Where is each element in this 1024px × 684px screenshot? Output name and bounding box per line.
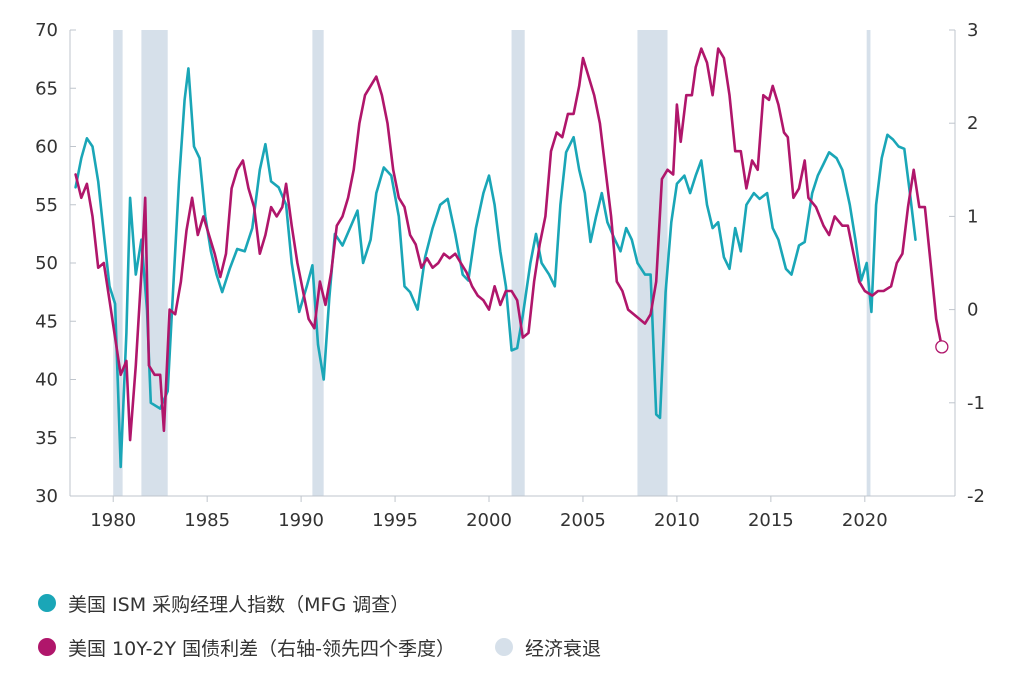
x-tick-2020: 2020: [842, 510, 888, 531]
recession-band-0: [113, 30, 123, 496]
legend-item-ism: 美国 ISM 采购经理人指数（MFG 调查）: [38, 590, 409, 617]
series-line-ism: [74, 67, 917, 469]
y-right-tick--2: -2: [967, 486, 985, 507]
y-left-tick-35: 35: [35, 428, 58, 449]
x-tick-2010: 2010: [654, 510, 700, 531]
chart: 30 35 40 45 50 55 60 65 70 -2 -1 0 1 2 3 1980 1985 1990 19…: [35, 20, 985, 531]
recession-band-4: [637, 30, 668, 496]
legend-label-recession: 经济衰退: [525, 637, 602, 660]
y-left-tick-65: 65: [35, 78, 58, 99]
x-tick-1980: 1980: [90, 510, 136, 531]
y-right-tick-2: 2: [967, 113, 978, 134]
recession-band-5: [866, 30, 871, 496]
series-lines: [74, 47, 949, 469]
y-left-tick-50: 50: [35, 253, 58, 274]
x-tick-2015: 2015: [748, 510, 794, 531]
y-left-tick-45: 45: [35, 311, 58, 332]
x-tick-2000: 2000: [466, 510, 512, 531]
y-left-tick-40: 40: [35, 370, 58, 391]
legend-label-ism: 美国 ISM 采购经理人指数（MFG 调查）: [68, 593, 410, 616]
tick-labels: 30 35 40 45 50 55 60 65 70 -2 -1 0 1 2 3 1980 1985 1990 19…: [35, 20, 985, 531]
y-right-tick-3: 3: [967, 20, 978, 41]
y-left-tick-60: 60: [35, 137, 58, 158]
legend-item-spread: 美国 10Y-2Y 国债利差（右轴-领先四个季度）: [38, 634, 455, 661]
legend-dot-recession: [495, 638, 514, 656]
x-tick-1985: 1985: [184, 510, 230, 531]
y-right-tick-1: 1: [967, 206, 978, 227]
y-right-tick-0: 0: [967, 300, 978, 321]
y-left-tick-55: 55: [35, 195, 58, 216]
y-left-tick-30: 30: [35, 486, 58, 507]
recession-band-3: [511, 30, 525, 496]
end-marker: [935, 340, 949, 354]
x-tick-2005: 2005: [560, 510, 606, 531]
axes: [69, 29, 956, 502]
legend-item-recession: 经济衰退: [495, 634, 601, 661]
recession-bands: [113, 30, 871, 496]
legend-label-spread: 美国 10Y-2Y 国债利差（右轴-领先四个季度）: [68, 637, 456, 660]
recession-band-2: [312, 30, 324, 496]
legend-dot-spread: [38, 638, 56, 656]
series-line-spread: [74, 47, 944, 442]
x-tick-1990: 1990: [278, 510, 324, 531]
y-right-tick--1: -1: [967, 393, 985, 414]
legend: 美国 ISM 采购经理人指数（MFG 调查） 美国 10Y-2Y 国债利差（右轴…: [38, 588, 641, 676]
legend-dot-ism: [38, 594, 56, 612]
x-tick-1995: 1995: [372, 510, 418, 531]
y-left-tick-70: 70: [35, 20, 58, 41]
